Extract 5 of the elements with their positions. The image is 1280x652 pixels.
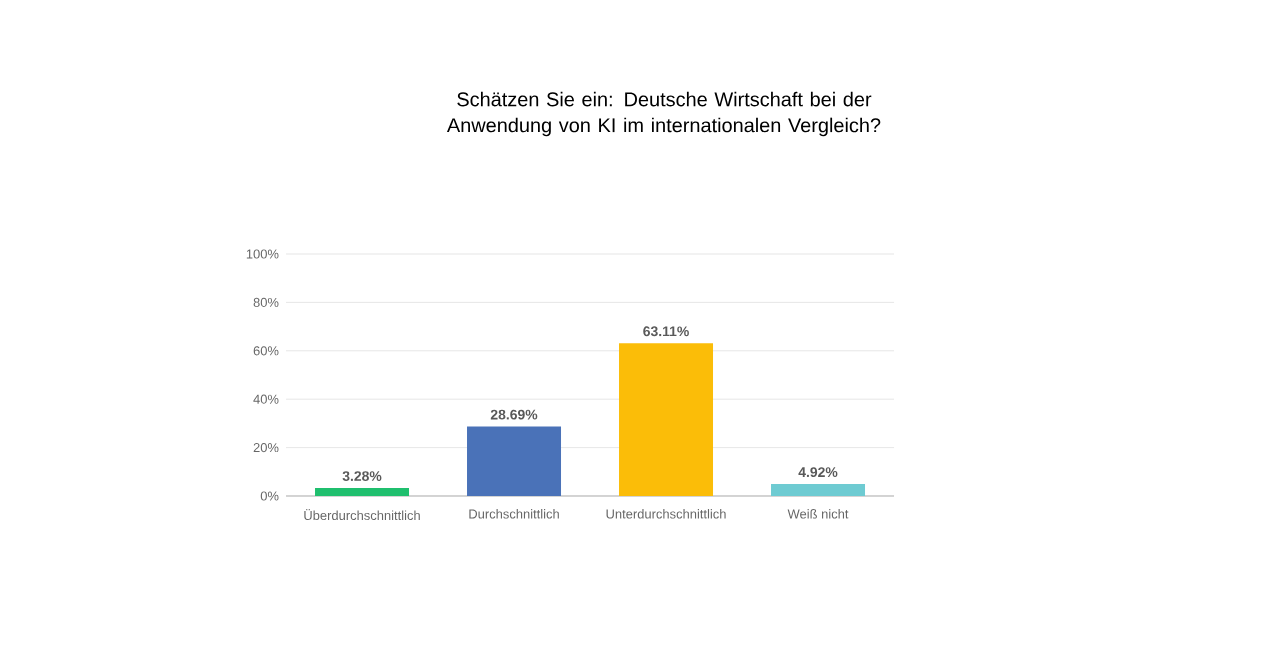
bar (619, 343, 714, 496)
bar (467, 426, 562, 496)
chart-title: Schätzen Sie ein: Deutsche Wirtschaft bei der Anwendung von KI im internationalen Vergleich? (446, 91, 881, 137)
bar (315, 488, 410, 496)
bar (771, 484, 866, 496)
